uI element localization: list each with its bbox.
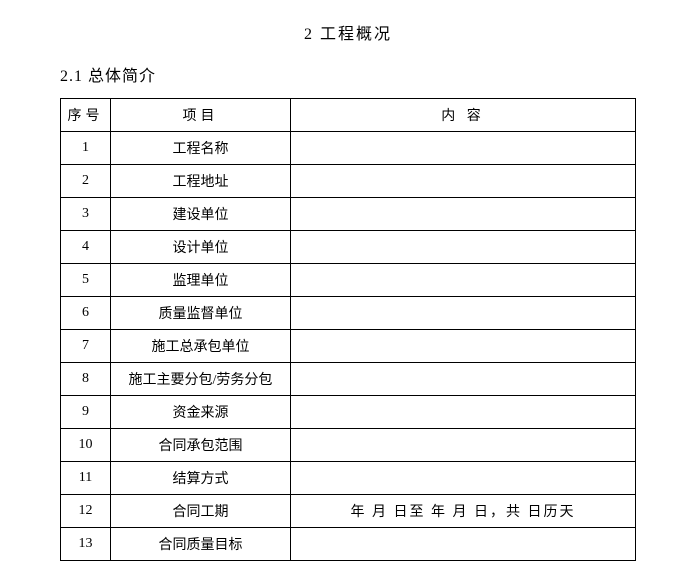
cell-item: 建设单位 [111, 198, 291, 231]
table-row: 7施工总承包单位 [61, 330, 636, 363]
cell-item: 施工主要分包/劳务分包 [111, 363, 291, 396]
cell-seq: 9 [61, 396, 111, 429]
cell-item: 资金来源 [111, 396, 291, 429]
cell-seq: 5 [61, 264, 111, 297]
header-content: 内 容 [291, 99, 636, 132]
cell-seq: 2 [61, 165, 111, 198]
cell-content [291, 297, 636, 330]
cell-content [291, 165, 636, 198]
overview-table: 序号 项目 内 容 1工程名称2工程地址3建设单位4设计单位5监理单位6质量监督… [60, 98, 636, 561]
cell-item: 结算方式 [111, 462, 291, 495]
table-row: 12合同工期年 月 日至 年 月 日，共 日历天 [61, 495, 636, 528]
cell-item: 施工总承包单位 [111, 330, 291, 363]
table-row: 3建设单位 [61, 198, 636, 231]
table-row: 11结算方式 [61, 462, 636, 495]
table-header-row: 序号 项目 内 容 [61, 99, 636, 132]
cell-item: 合同承包范围 [111, 429, 291, 462]
cell-item: 质量监督单位 [111, 297, 291, 330]
cell-item: 设计单位 [111, 231, 291, 264]
cell-seq: 4 [61, 231, 111, 264]
cell-item: 工程名称 [111, 132, 291, 165]
cell-item: 合同质量目标 [111, 528, 291, 561]
cell-content: 年 月 日至 年 月 日，共 日历天 [291, 495, 636, 528]
table-row: 9资金来源 [61, 396, 636, 429]
cell-item: 监理单位 [111, 264, 291, 297]
page-title: 2 工程概况 [60, 20, 636, 44]
table-row: 13合同质量目标 [61, 528, 636, 561]
cell-seq: 3 [61, 198, 111, 231]
cell-seq: 7 [61, 330, 111, 363]
cell-seq: 10 [61, 429, 111, 462]
table-row: 5监理单位 [61, 264, 636, 297]
section-title: 2.1 总体简介 [60, 62, 636, 86]
cell-seq: 11 [61, 462, 111, 495]
cell-content [291, 264, 636, 297]
cell-seq: 6 [61, 297, 111, 330]
cell-content [291, 396, 636, 429]
cell-content [291, 363, 636, 396]
table-row: 8施工主要分包/劳务分包 [61, 363, 636, 396]
header-item: 项目 [111, 99, 291, 132]
cell-content [291, 462, 636, 495]
cell-item: 工程地址 [111, 165, 291, 198]
cell-content [291, 429, 636, 462]
cell-seq: 8 [61, 363, 111, 396]
cell-content [291, 330, 636, 363]
cell-content [291, 132, 636, 165]
table-row: 6质量监督单位 [61, 297, 636, 330]
cell-content [291, 231, 636, 264]
table-row: 10合同承包范围 [61, 429, 636, 462]
cell-content [291, 528, 636, 561]
cell-seq: 1 [61, 132, 111, 165]
cell-seq: 13 [61, 528, 111, 561]
header-seq: 序号 [61, 99, 111, 132]
table-row: 2工程地址 [61, 165, 636, 198]
table-row: 4设计单位 [61, 231, 636, 264]
cell-content [291, 198, 636, 231]
table-body: 1工程名称2工程地址3建设单位4设计单位5监理单位6质量监督单位7施工总承包单位… [61, 132, 636, 561]
cell-seq: 12 [61, 495, 111, 528]
cell-item: 合同工期 [111, 495, 291, 528]
table-row: 1工程名称 [61, 132, 636, 165]
